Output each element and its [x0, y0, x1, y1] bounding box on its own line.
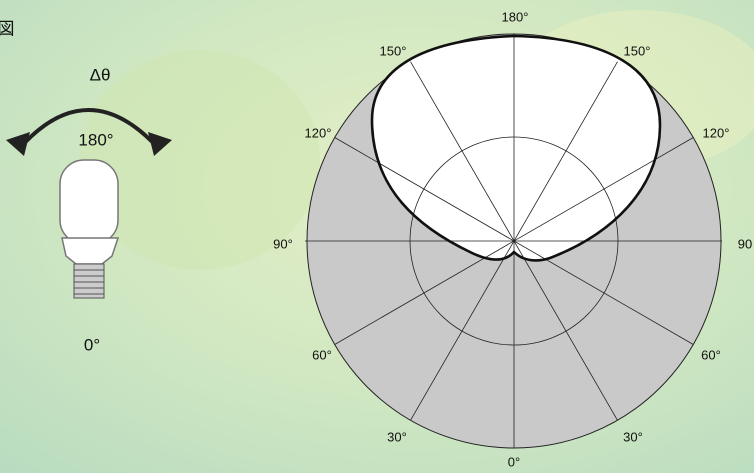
figure-label: 図 — [0, 19, 15, 38]
lamp-bottom-angle: 0° — [84, 335, 100, 354]
angle-label: 120° — [703, 125, 730, 140]
angle-label: 0° — [508, 454, 520, 469]
angle-label: 150° — [624, 43, 651, 58]
angle-label: 30° — [387, 429, 407, 444]
delta-theta-label: Δθ — [90, 65, 111, 84]
angle-label: 180° — [502, 9, 529, 24]
angle-label: 60° — [701, 347, 721, 362]
angle-label: 30° — [623, 429, 643, 444]
angle-label: 120° — [305, 125, 332, 140]
angle-label: 90 — [738, 236, 752, 251]
lamp-top-angle: 180° — [78, 130, 113, 149]
angle-label: 90° — [273, 236, 293, 251]
angle-label: 60° — [312, 347, 332, 362]
angle-label: 150° — [380, 43, 407, 58]
diagram: 図 Δθ 180° 0° 180° 150° 150° 120° 120° 90… — [0, 0, 754, 473]
